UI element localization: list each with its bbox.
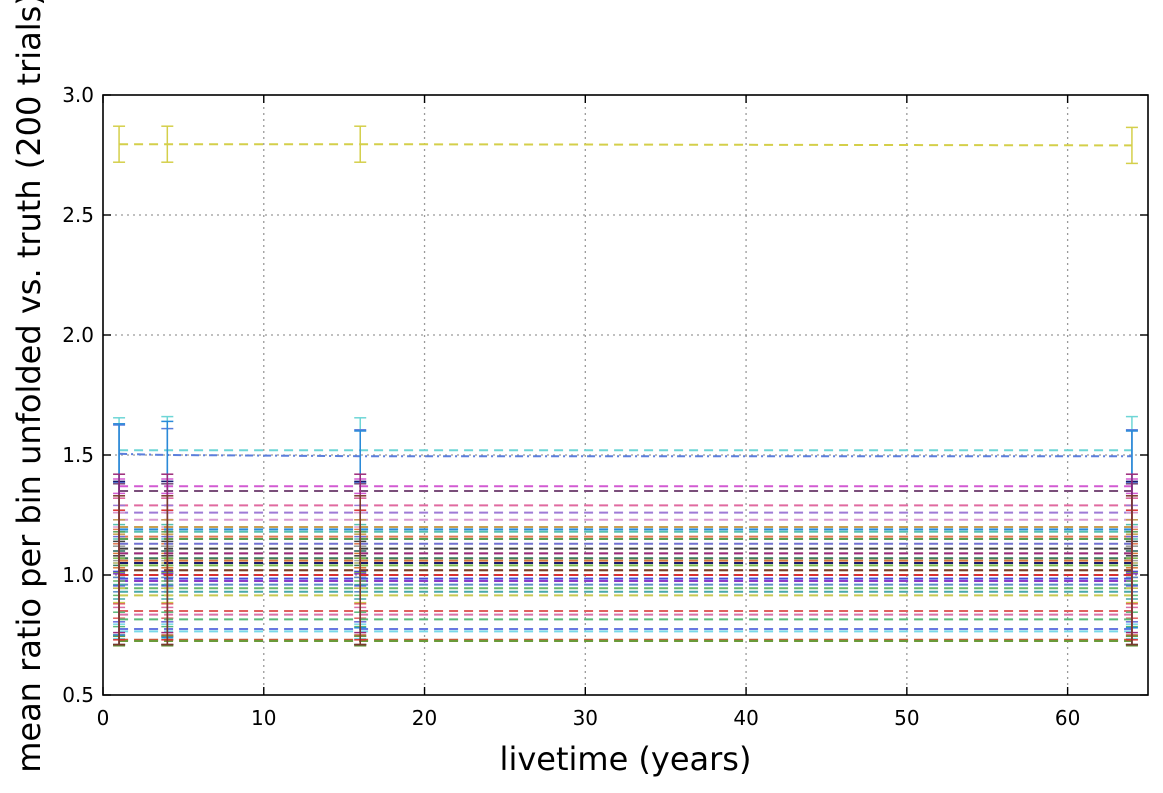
y-tick-label: 0.5: [62, 683, 94, 707]
x-tick-label: 30: [573, 706, 598, 730]
y-axis-title: mean ratio per bin unfolded vs. truth (2…: [10, 0, 48, 773]
y-tick-label: 1.0: [62, 563, 94, 587]
y-tick-label: 1.5: [62, 443, 94, 467]
x-tick-label: 60: [1055, 706, 1080, 730]
y-tick-label: 2.5: [62, 203, 94, 227]
x-tick-label: 50: [894, 706, 919, 730]
y-tick-label: 3.0: [62, 83, 94, 107]
x-tick-label: 20: [412, 706, 437, 730]
series: [113, 495, 1138, 646]
plot-frame: [102, 94, 1149, 696]
x-tick-label: 10: [251, 706, 276, 730]
axis-ticks: 0 10 20 30 40 50 60 0.5 1.0 1.5 2.0 2.5 3.0: [62, 83, 1148, 730]
y-tick-label: 2.0: [62, 323, 94, 347]
x-tick-label: 40: [733, 706, 758, 730]
x-axis-title: livetime (years): [500, 740, 752, 778]
x-tick-label: 0: [97, 706, 110, 730]
data-series: [113, 125, 1138, 647]
series-line: [119, 452, 1132, 458]
series: [113, 125, 1138, 165]
